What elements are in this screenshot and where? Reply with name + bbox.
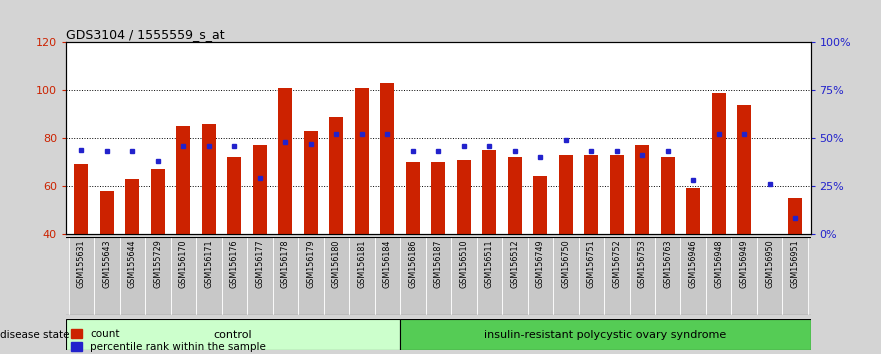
Text: GSM156186: GSM156186	[408, 240, 418, 288]
Bar	[66, 319, 400, 350]
Bar	[69, 237, 94, 315]
Bar	[298, 237, 323, 315]
Bar	[579, 237, 604, 315]
Text: GSM156751: GSM156751	[587, 240, 596, 288]
Text: GSM156170: GSM156170	[179, 240, 188, 288]
Bar	[151, 169, 165, 234]
Bar	[381, 83, 395, 234]
Bar	[400, 237, 426, 315]
Bar	[171, 237, 196, 315]
Bar	[247, 237, 272, 315]
Text: GSM156510: GSM156510	[459, 240, 469, 288]
Text: GSM156753: GSM156753	[638, 240, 647, 288]
Bar	[349, 237, 374, 315]
Bar	[533, 176, 547, 234]
Bar	[782, 237, 808, 315]
Bar	[94, 237, 120, 315]
Bar	[528, 237, 553, 315]
Bar	[451, 237, 477, 315]
Bar	[176, 126, 190, 234]
Text: GSM156511: GSM156511	[485, 240, 493, 288]
Text: GSM156180: GSM156180	[332, 240, 341, 288]
Bar	[278, 88, 292, 234]
Bar	[502, 237, 528, 315]
Text: GSM156187: GSM156187	[433, 240, 443, 288]
Text: disease state ▶: disease state ▶	[0, 330, 81, 339]
Bar	[120, 237, 145, 315]
Bar	[661, 157, 675, 234]
Text: GSM155729: GSM155729	[153, 240, 162, 289]
Bar	[202, 124, 216, 234]
Bar	[731, 237, 757, 315]
Bar	[712, 93, 726, 234]
Text: GSM156948: GSM156948	[714, 240, 723, 288]
Bar	[630, 237, 655, 315]
Text: GSM156179: GSM156179	[307, 240, 315, 288]
Bar	[432, 162, 445, 234]
Bar	[406, 162, 420, 234]
Text: GSM156512: GSM156512	[510, 240, 519, 288]
Bar	[655, 237, 680, 315]
Text: GSM155631: GSM155631	[77, 240, 85, 288]
Bar	[553, 237, 579, 315]
Bar	[477, 237, 502, 315]
Bar	[757, 237, 782, 315]
Bar	[686, 188, 700, 234]
Bar	[323, 237, 349, 315]
Bar	[329, 116, 344, 234]
Text: GSM156177: GSM156177	[255, 240, 264, 288]
Text: GSM156184: GSM156184	[383, 240, 392, 288]
Bar	[604, 237, 630, 315]
Bar	[788, 198, 803, 234]
Bar	[253, 145, 267, 234]
Bar	[227, 157, 241, 234]
Bar	[737, 105, 751, 234]
Bar	[584, 155, 598, 234]
Bar	[125, 179, 139, 234]
Text: control: control	[214, 330, 252, 339]
Text: GSM156181: GSM156181	[358, 240, 366, 288]
Bar	[304, 131, 318, 234]
Text: GSM156178: GSM156178	[281, 240, 290, 288]
Bar	[74, 164, 88, 234]
Bar	[222, 237, 247, 315]
Text: insulin-resistant polycystic ovary syndrome: insulin-resistant polycystic ovary syndr…	[485, 330, 727, 339]
Text: GSM156949: GSM156949	[740, 240, 749, 288]
Bar	[426, 237, 451, 315]
Text: GSM156752: GSM156752	[612, 240, 621, 288]
Text: GSM156171: GSM156171	[204, 240, 213, 288]
Bar	[680, 237, 706, 315]
Legend: count, percentile rank within the sample: count, percentile rank within the sample	[71, 329, 266, 352]
Bar	[355, 88, 369, 234]
Text: GSM155644: GSM155644	[128, 240, 137, 288]
Bar	[145, 237, 171, 315]
Text: GSM155643: GSM155643	[102, 240, 111, 288]
Text: GDS3104 / 1555559_s_at: GDS3104 / 1555559_s_at	[66, 28, 225, 41]
Bar	[482, 150, 496, 234]
Bar	[507, 157, 522, 234]
Bar	[374, 237, 400, 315]
Bar	[456, 160, 470, 234]
Bar	[196, 237, 222, 315]
Text: GSM156763: GSM156763	[663, 240, 672, 288]
Bar	[635, 145, 649, 234]
Text: GSM156951: GSM156951	[791, 240, 800, 288]
Bar	[272, 237, 298, 315]
Text: GSM156946: GSM156946	[689, 240, 698, 288]
Text: GSM156950: GSM156950	[766, 240, 774, 288]
Text: GSM156176: GSM156176	[230, 240, 239, 288]
Bar	[559, 155, 573, 234]
Text: GSM156749: GSM156749	[536, 240, 544, 288]
Bar	[100, 190, 114, 234]
Bar	[400, 319, 811, 350]
Text: GSM156750: GSM156750	[561, 240, 570, 288]
Bar	[610, 155, 624, 234]
Bar	[706, 237, 731, 315]
